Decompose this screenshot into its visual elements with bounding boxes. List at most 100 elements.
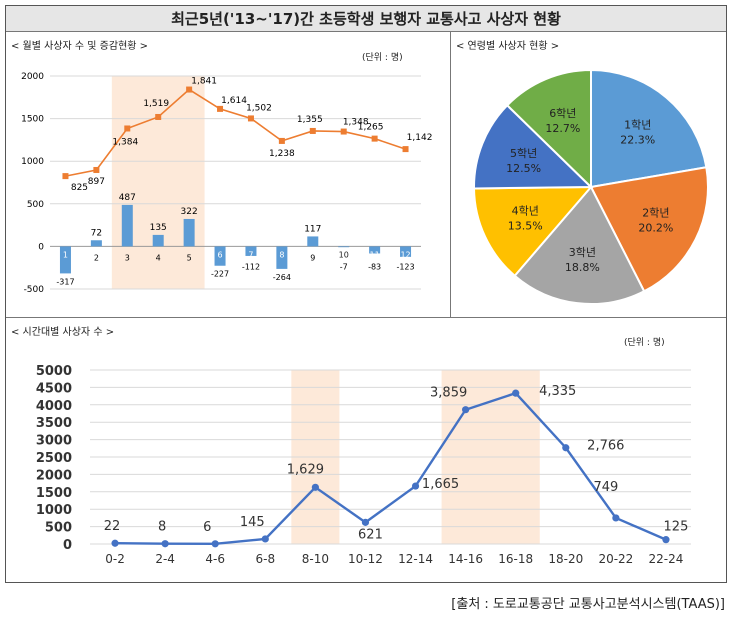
- y-tick-label: 500: [45, 521, 72, 536]
- line-value-label: 1,348: [343, 118, 369, 128]
- x-tick-label: 3: [125, 253, 130, 262]
- bar: [214, 246, 226, 266]
- x-tick-label: 12: [400, 250, 410, 259]
- x-tick-label: 14-16: [448, 552, 483, 566]
- y-tick-label: 2000: [21, 72, 44, 82]
- x-tick-label: 0-2: [105, 552, 125, 566]
- line-marker: [340, 128, 347, 135]
- y-tick-label: 500: [27, 200, 44, 210]
- age-chart-panel: < 연령별 사상자 현황 > 1학년 22.3% 2학년 20.2% 3학년 18.8% 4…: [451, 32, 726, 318]
- line-marker: [211, 540, 219, 548]
- bar: [276, 246, 288, 269]
- hourly-chart-svg: 0 500 1000 1500 2000 2500 3000 3500 4000 4500 5000…: [36, 364, 691, 566]
- line-value-label: 6: [203, 520, 211, 535]
- bar-value-label: 487: [119, 193, 136, 203]
- line-value-label: 1,519: [143, 99, 169, 109]
- x-tick-label: 8: [279, 250, 284, 259]
- x-tick-label: 11: [370, 250, 380, 259]
- line-marker: [662, 536, 670, 544]
- age-chart-title: < 연령별 사상자 현황 >: [456, 41, 560, 52]
- line-marker: [278, 137, 285, 144]
- pie-value-label: 13.5%: [508, 220, 543, 233]
- line-marker: [512, 389, 520, 397]
- pie-slice: [513, 185, 646, 305]
- pie-value-label: 22.3%: [620, 134, 655, 147]
- x-tick-label: 7: [248, 250, 253, 259]
- source-note: [출처 : 도로교통공단 교통사고분석시스템(TAAS)]: [451, 597, 725, 612]
- x-tick-label: 4-6: [205, 552, 225, 566]
- monthly-chart-svg: -500 0 500 1000 1500 2000 1 -317 2 72 3 487 4 135 5 322…: [21, 72, 432, 295]
- y-tick-label: 1500: [36, 486, 72, 501]
- line-value-label: 897: [88, 177, 105, 187]
- y-tick-label: 0: [63, 538, 72, 553]
- bar-value-label: -317: [56, 277, 74, 286]
- bar-value-label: -227: [211, 270, 229, 279]
- monthly-chart-title: < 월별 사상자 수 및 증감현황 >: [11, 41, 149, 52]
- x-tick-label: 9: [310, 253, 315, 262]
- x-tick-label: 16-18: [498, 552, 533, 566]
- line-value-label: 4,335: [539, 384, 576, 399]
- x-tick-label: 6: [217, 250, 222, 259]
- line-value-label: 621: [358, 527, 383, 542]
- x-tick-label: 22-24: [649, 552, 684, 566]
- bar-value-label: 72: [91, 228, 102, 238]
- line-marker: [111, 539, 119, 547]
- bar-value-label: -123: [396, 262, 414, 271]
- y-tick-label: 2000: [36, 468, 72, 483]
- line-value-label: 3,859: [430, 386, 467, 401]
- line-series: [115, 391, 667, 545]
- line-marker: [309, 127, 316, 134]
- line-value-label: 125: [664, 520, 689, 535]
- bar: [152, 234, 164, 247]
- line-marker: [217, 105, 224, 112]
- hourly-chart-unit: (단위 : 명): [624, 338, 665, 348]
- line-value-label: 1,384: [112, 137, 138, 147]
- x-tick-label: 8-10: [302, 552, 329, 566]
- y-tick-label: 2500: [36, 451, 72, 466]
- y-tick-label: -500: [24, 285, 45, 295]
- line-marker: [186, 86, 193, 93]
- bar: [400, 246, 412, 257]
- x-tick-label: 20-22: [598, 552, 633, 566]
- pie-slice: [590, 68, 708, 189]
- line-marker: [462, 406, 470, 414]
- bar-value-label: 117: [304, 224, 321, 234]
- bar: [369, 246, 381, 254]
- pie-label: 3학년: [569, 246, 596, 259]
- line-marker: [411, 482, 420, 490]
- x-tick-label: 10-12: [348, 552, 383, 566]
- line-value-label: 749: [593, 480, 618, 495]
- figure-title: 최근5년('13~'17)간 초등학생 보행자 교통사고 사상자 현황: [6, 6, 726, 32]
- line-marker: [155, 113, 162, 120]
- pie-label: 4학년: [512, 205, 539, 218]
- pie-slice: [505, 68, 592, 190]
- line-marker: [562, 444, 570, 452]
- pie-label: 2학년: [642, 207, 669, 220]
- line-value-label: 1,355: [297, 115, 323, 125]
- line-marker: [124, 125, 131, 132]
- line-marker: [247, 115, 254, 122]
- line-value-label: 145: [240, 515, 265, 530]
- line-value-label: 1,841: [191, 77, 217, 87]
- line-value-label: 1,629: [287, 462, 324, 477]
- monthly-chart-unit: (단위 : 명): [362, 53, 403, 63]
- age-pie-svg: 1학년 22.3% 2학년 20.2% 3학년 18.8% 4학년 13.5% 5학년 12.5%…: [472, 68, 709, 305]
- bar-value-label: -7: [340, 262, 348, 271]
- x-tick-label: 4: [156, 253, 161, 262]
- pie-slice: [472, 185, 594, 278]
- pie-value-label: 18.8%: [565, 261, 600, 274]
- bar: [307, 236, 319, 247]
- y-tick-label: 5000: [36, 364, 72, 379]
- line-value-label: 8: [158, 520, 166, 535]
- line-value-label: 1,614: [221, 96, 247, 106]
- bar-value-label: 135: [150, 223, 167, 233]
- x-tick-label: 2-4: [155, 552, 175, 566]
- line-marker: [261, 535, 269, 543]
- x-tick-label: 10: [339, 250, 349, 259]
- x-tick-label: 12-14: [398, 552, 433, 566]
- line-series: [65, 88, 406, 177]
- line-value-label: 825: [71, 183, 88, 193]
- line-value-label: 1,265: [358, 123, 384, 133]
- y-tick-label: 3500: [36, 416, 72, 431]
- line-marker: [361, 518, 370, 526]
